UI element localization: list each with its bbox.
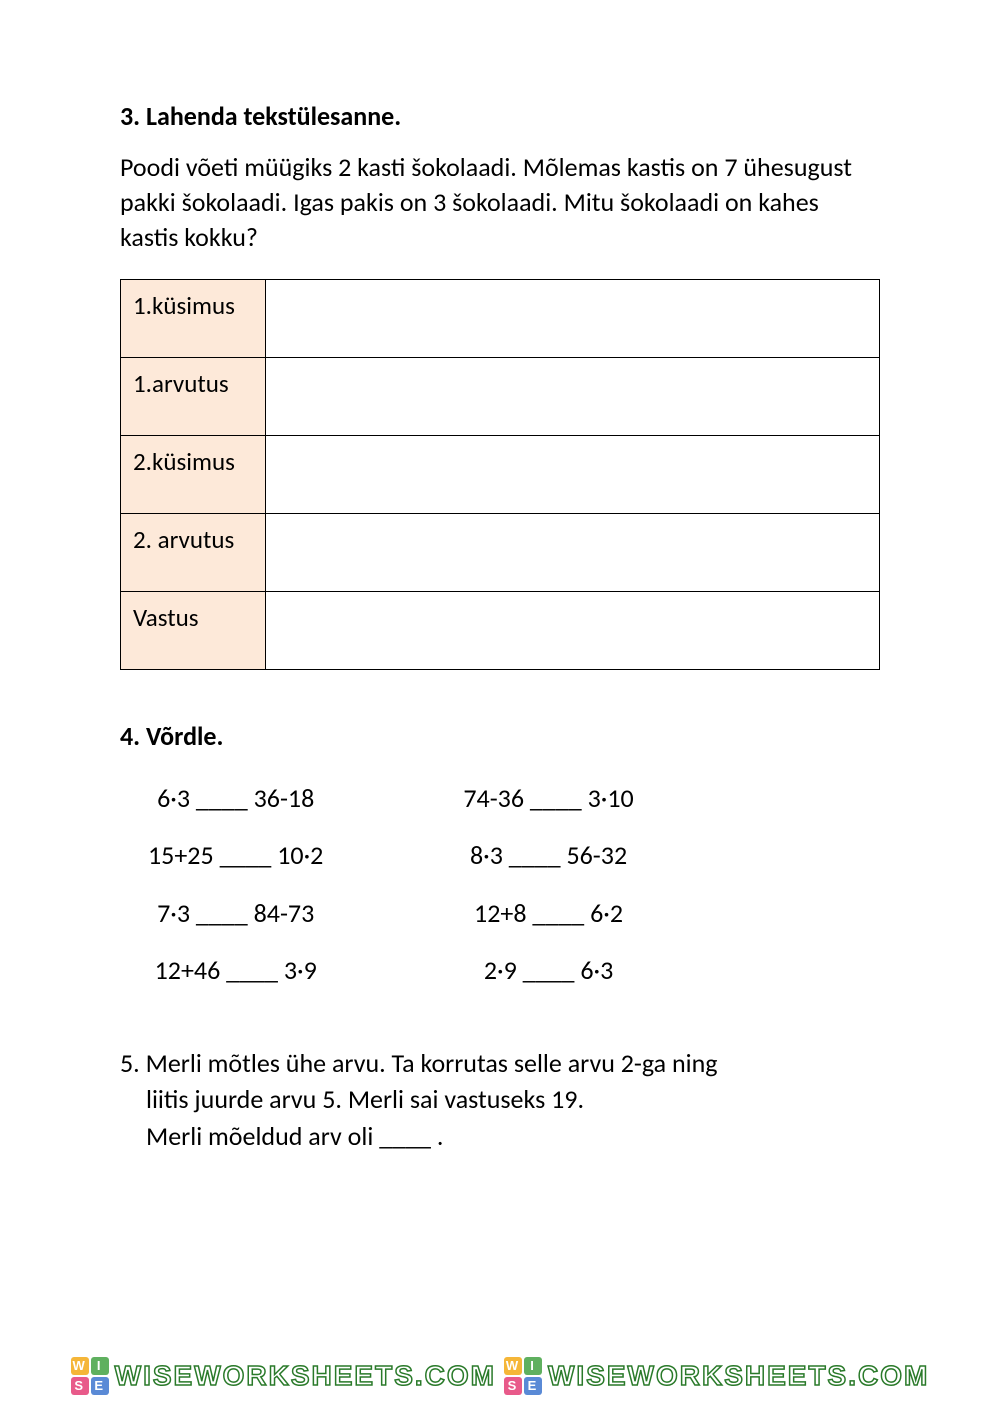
blank: ____ <box>509 839 561 871</box>
table-row: 2.küsimus <box>121 436 880 514</box>
rhs: 84-73 <box>254 897 315 929</box>
row-label: Vastus <box>121 592 266 670</box>
blank: ____ <box>196 897 248 929</box>
q5-prefix: 5. <box>120 1047 146 1079</box>
q5-line3: Merli mõeldud arv oli ____ . <box>146 1120 443 1152</box>
compare-row[interactable]: 6·3 ____ 36-18 <box>148 770 323 827</box>
row-input[interactable] <box>266 592 880 670</box>
compare-right-column: 74-36 ____ 3·10 8·3 ____ 56-32 12+8 ____… <box>463 770 633 999</box>
lhs: 6·3 <box>157 782 190 814</box>
q3-text: Poodi võeti müügiks 2 kasti šokolaadi. M… <box>120 150 880 255</box>
lhs: 74-36 <box>463 782 524 814</box>
table-row: 1.arvutus <box>121 358 880 436</box>
compare-row[interactable]: 2·9 ____ 6·3 <box>463 942 633 999</box>
blank: ____ <box>532 897 584 929</box>
lhs: 8·3 <box>470 839 503 871</box>
blank: ____ <box>220 839 272 871</box>
worksheet-page: 3. Lahenda tekstülesanne. Poodi võeti mü… <box>0 0 1000 1214</box>
compare-row[interactable]: 12+46 ____ 3·9 <box>148 942 323 999</box>
row-input[interactable] <box>266 358 880 436</box>
blank: ____ <box>226 954 278 986</box>
rhs: 36-18 <box>254 782 315 814</box>
table-row: 2. arvutus <box>121 514 880 592</box>
row-label: 2. arvutus <box>121 514 266 592</box>
blank: ____ <box>530 782 582 814</box>
q5-line2: liitis juurde arvu 5. Merli sai vastusek… <box>146 1083 584 1115</box>
rhs: 10·2 <box>277 839 323 871</box>
watermark-logo-icon: W I S E <box>504 1357 542 1395</box>
watermark-instance: W I S E WISEWORKSHEETS.COM <box>71 1357 496 1395</box>
q3-answer-table: 1.küsimus 1.arvutus 2.küsimus 2. arvutus… <box>120 279 880 670</box>
lhs: 7·3 <box>157 897 190 929</box>
q5-text: 5. Merli mõtles ühe arvu. Ta korrutas se… <box>146 1045 880 1154</box>
rhs: 6·3 <box>580 954 613 986</box>
rhs: 6·2 <box>590 897 623 929</box>
table-row: Vastus <box>121 592 880 670</box>
compare-row[interactable]: 15+25 ____ 10·2 <box>148 827 323 884</box>
watermark-instance: W I S E WISEWORKSHEETS.COM <box>504 1357 929 1395</box>
rhs: 56-32 <box>566 839 627 871</box>
row-label: 1.küsimus <box>121 280 266 358</box>
watermark: W I S E WISEWORKSHEETS.COM W I S E WISEW… <box>0 1357 1000 1395</box>
compare-row[interactable]: 7·3 ____ 84-73 <box>148 885 323 942</box>
row-input[interactable] <box>266 280 880 358</box>
row-input[interactable] <box>266 436 880 514</box>
q4-compare-block: 6·3 ____ 36-18 15+25 ____ 10·2 7·3 ____ … <box>148 770 880 999</box>
watermark-logo-icon: W I S E <box>71 1357 109 1395</box>
compare-row[interactable]: 8·3 ____ 56-32 <box>463 827 633 884</box>
table-row: 1.küsimus <box>121 280 880 358</box>
compare-left-column: 6·3 ____ 36-18 15+25 ____ 10·2 7·3 ____ … <box>148 770 323 999</box>
lhs: 15+25 <box>148 839 214 871</box>
watermark-text: WISEWORKSHEETS.COM <box>548 1360 929 1392</box>
lhs: 2·9 <box>484 954 517 986</box>
rhs: 3·9 <box>284 954 317 986</box>
row-label: 2.küsimus <box>121 436 266 514</box>
lhs: 12+8 <box>474 897 526 929</box>
compare-row[interactable]: 74-36 ____ 3·10 <box>463 770 633 827</box>
row-label: 1.arvutus <box>121 358 266 436</box>
lhs: 12+46 <box>155 954 221 986</box>
q3-heading: 3. Lahenda tekstülesanne. <box>120 100 880 132</box>
compare-row[interactable]: 12+8 ____ 6·2 <box>463 885 633 942</box>
row-input[interactable] <box>266 514 880 592</box>
blank: ____ <box>523 954 575 986</box>
watermark-text: WISEWORKSHEETS.COM <box>115 1360 496 1392</box>
rhs: 3·10 <box>588 782 634 814</box>
blank: ____ <box>196 782 248 814</box>
q4-heading: 4. Võrdle. <box>120 720 880 752</box>
q5-line1: Merli mõtles ühe arvu. Ta korrutas selle… <box>146 1047 718 1079</box>
